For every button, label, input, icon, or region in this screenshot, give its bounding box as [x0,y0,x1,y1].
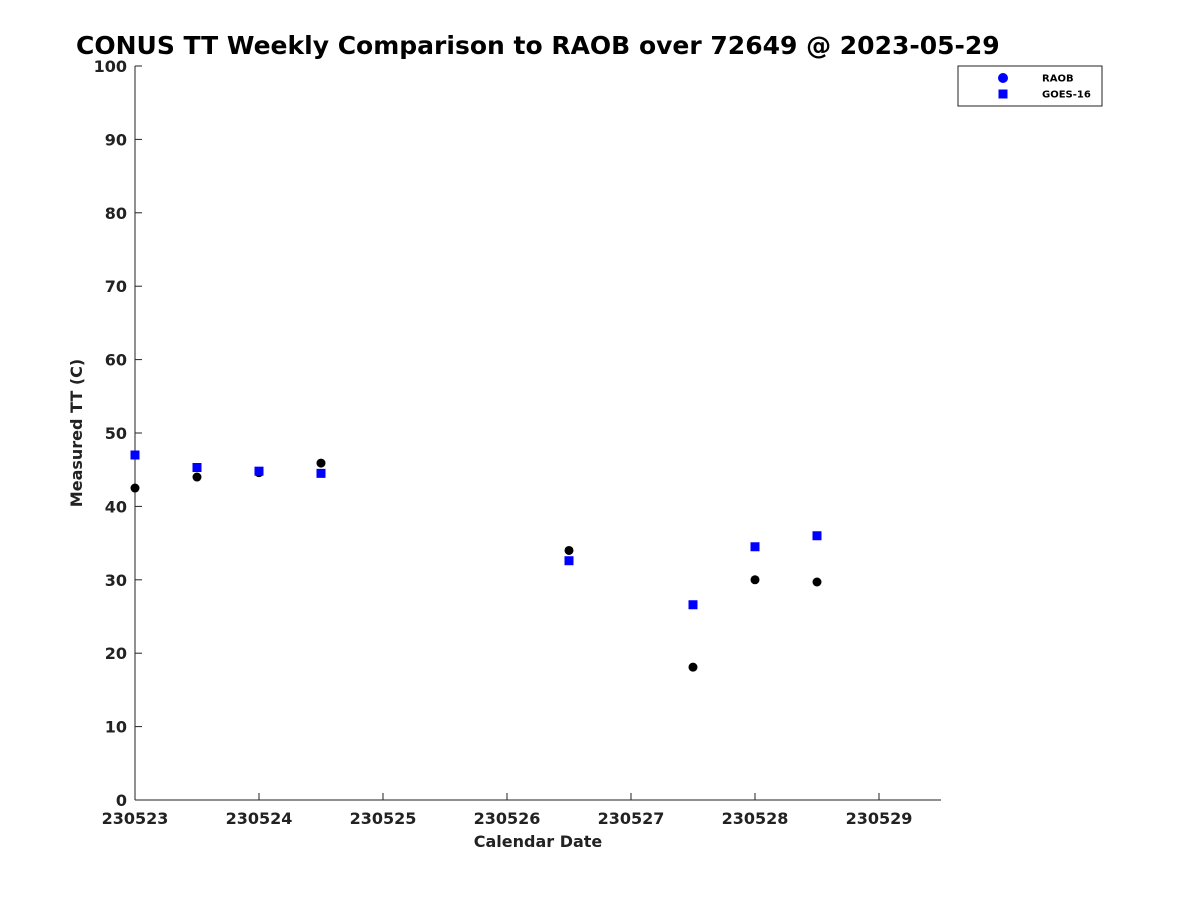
raob-point [812,577,822,587]
y-tick-label: 40 [105,497,127,516]
data-series [130,450,822,672]
y-tick-label: 90 [105,130,127,149]
x-tick-label: 230526 [474,809,541,828]
y-axis-ticks: 0 10 20 30 40 50 60 70 80 90 100 [94,57,142,810]
y-tick-label: 60 [105,351,127,370]
y-axis-label: Measured TT (C) [67,359,86,507]
raob-point [130,483,140,493]
x-tick-label: 230529 [846,809,913,828]
y-tick-label: 30 [105,571,127,590]
y-tick-label: 100 [94,57,127,76]
y-tick-label: 20 [105,644,127,663]
goes16-point [812,531,822,541]
legend-raob-label: RAOB [1042,74,1074,85]
goes16-point [192,462,202,472]
goes16-point [316,468,326,478]
legend-goes16-marker [998,89,1008,99]
legend-raob-marker [998,73,1008,83]
goes16-point [750,542,760,552]
x-tick-label: 230528 [722,809,789,828]
x-tick-label: 230523 [102,809,169,828]
goes16-point [254,466,264,476]
goes16-point [688,600,698,610]
goes16-point [564,556,574,566]
y-tick-label: 80 [105,204,127,223]
raob-point [564,545,574,555]
x-axis-ticks: 230523 230524 230525 230526 230527 230528 2305… [102,793,913,828]
legend: RAOB GOES-16 [957,65,1103,107]
x-tick-label: 230524 [226,809,293,828]
x-tick-label: 230525 [350,809,417,828]
raob-point [750,575,760,585]
y-tick-label: 70 [105,277,127,296]
y-tick-label: 0 [116,791,127,810]
x-tick-label: 230527 [598,809,665,828]
raob-point [316,458,326,468]
series-goes16 [130,450,822,610]
raob-point [688,662,698,672]
chart-title: CONUS TT Weekly Comparison to RAOB over … [76,31,1000,60]
legend-box [957,65,1103,107]
raob-point [192,472,202,482]
x-axis-label: Calendar Date [474,832,603,851]
legend-goes16-label: GOES-16 [1042,90,1091,101]
goes16-point [130,450,140,460]
y-tick-label: 50 [105,424,127,443]
y-tick-label: 10 [105,718,127,737]
